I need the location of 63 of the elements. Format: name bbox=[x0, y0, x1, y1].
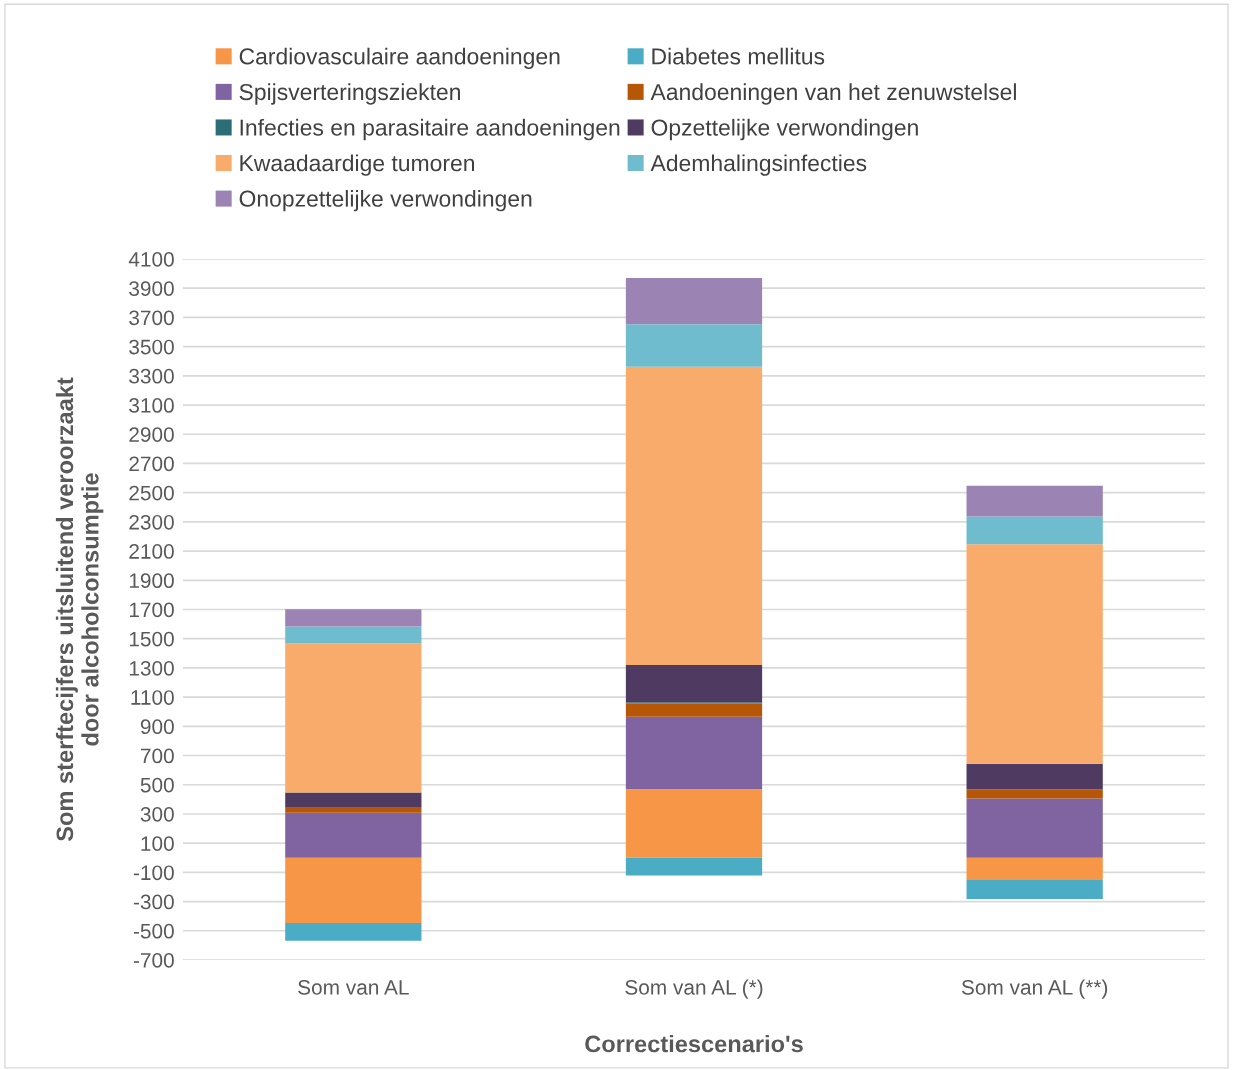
y-tick-label: 500 bbox=[140, 777, 174, 793]
y-tick-label: 3100 bbox=[129, 398, 174, 413]
x-tick-label: Som van AL (*) bbox=[625, 979, 763, 999]
legend-label: Ademhalingsinfecties bbox=[650, 154, 867, 176]
bar bbox=[285, 792, 422, 808]
y-tick-label: 100 bbox=[141, 836, 174, 851]
y-tick-label: 2900 bbox=[129, 427, 174, 442]
bar bbox=[285, 643, 422, 793]
bar bbox=[625, 716, 763, 790]
bar bbox=[966, 789, 1103, 799]
y-tick-label: 700 bbox=[140, 748, 174, 764]
legend-label: Infecties en parasitaire aandoeningen bbox=[240, 118, 620, 141]
bar bbox=[285, 626, 422, 644]
bar bbox=[966, 857, 1103, 881]
bar bbox=[966, 485, 1103, 517]
bar bbox=[625, 277, 763, 325]
bar bbox=[285, 609, 422, 627]
y-tick-label: 900 bbox=[140, 719, 174, 735]
legend-label: Opzettelijke verwondingen bbox=[651, 118, 918, 141]
y-tick-label: -700 bbox=[133, 953, 174, 968]
y-tick-label: -300 bbox=[133, 894, 174, 910]
y-tick-label: -100 bbox=[133, 865, 174, 881]
bar bbox=[625, 665, 763, 703]
y-tick-label: 1300 bbox=[129, 660, 174, 676]
y-tick-label: 2700 bbox=[129, 456, 174, 472]
bar bbox=[625, 857, 763, 876]
bar bbox=[966, 516, 1103, 545]
y-tick-label: 1500 bbox=[129, 631, 174, 647]
y-tick-label: 2300 bbox=[129, 514, 174, 530]
y-axis-title: Som sterftecijfers uitsluitend veroorzaakt door alcoholconsumptie bbox=[55, 377, 104, 842]
legend-label: Spijsverteringsziekten bbox=[239, 83, 460, 105]
y-tick-label: -500 bbox=[133, 923, 174, 939]
bar bbox=[285, 812, 422, 858]
bar bbox=[966, 763, 1103, 790]
x-tick-label: Som van AL (**) bbox=[961, 979, 1108, 999]
legend-label: Diabetes mellitus bbox=[652, 47, 825, 65]
bar bbox=[625, 703, 763, 717]
bar bbox=[966, 798, 1103, 858]
bar bbox=[625, 324, 763, 367]
legend-label: Cardiovasculaire aandoeningen bbox=[239, 47, 560, 70]
x-axis-title: Correctiescenario's bbox=[585, 1034, 803, 1053]
bar bbox=[285, 807, 422, 813]
legend-label: Aandoeningen van het zenuwstelsel bbox=[650, 83, 1016, 105]
y-tick-label: 1100 bbox=[131, 690, 174, 705]
y-tick-label: 3900 bbox=[129, 281, 174, 296]
bar bbox=[625, 789, 763, 858]
y-tick-label: 3500 bbox=[129, 339, 174, 355]
y-tick-label: 4100 bbox=[128, 252, 174, 267]
y-tick-label: 1700 bbox=[129, 602, 174, 618]
y-tick-label: 2500 bbox=[129, 485, 174, 501]
bar bbox=[285, 923, 422, 941]
legend-label: Onopzettelijke verwondingen bbox=[239, 190, 532, 212]
x-tick-label: Som van AL bbox=[298, 979, 409, 995]
legend-label: Kwaadaardige tumoren bbox=[240, 154, 475, 176]
bar bbox=[625, 366, 763, 665]
y-tick-label: 2100 bbox=[129, 544, 174, 559]
y-tick-label: 3300 bbox=[129, 368, 174, 384]
y-tick-label: 300 bbox=[140, 806, 174, 822]
bar bbox=[966, 544, 1103, 764]
bar bbox=[966, 880, 1103, 900]
bar bbox=[285, 857, 422, 924]
y-tick-label: 3700 bbox=[129, 310, 174, 326]
y-tick-label: 1900 bbox=[129, 573, 174, 589]
